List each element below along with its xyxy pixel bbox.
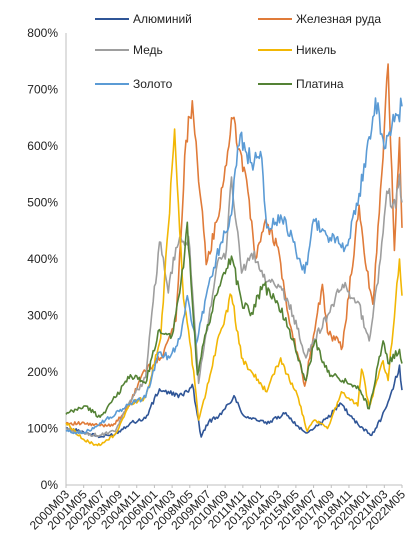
y-tick-label: 100%: [27, 422, 58, 436]
series-line: [65, 63, 403, 428]
y-tick-label: 500%: [27, 196, 58, 210]
legend-label: Алюминий: [133, 12, 192, 26]
series-layer: [65, 63, 403, 447]
y-tick-label: 300%: [27, 309, 58, 323]
y-tick-label: 400%: [27, 252, 58, 266]
axes: 0%100%200%300%400%500%600%700%800%2000M0…: [27, 26, 408, 533]
series-line: [65, 173, 403, 438]
legend-label: Платина: [296, 77, 344, 91]
y-tick-label: 800%: [27, 26, 58, 40]
legend-label: Медь: [133, 43, 163, 57]
y-tick-label: 200%: [27, 365, 58, 379]
series-line: [65, 128, 403, 447]
y-tick-label: 600%: [27, 139, 58, 153]
legend: Алюминий Железная руда Медь Никель Золото Пла…: [95, 12, 381, 91]
series-line: [65, 364, 403, 439]
y-tick-label: 700%: [27, 83, 58, 97]
y-tick-label: 0%: [41, 478, 59, 492]
series-line: [65, 221, 403, 418]
legend-label: Никель: [296, 43, 336, 57]
legend-label: Золото: [133, 77, 173, 91]
legend-label: Железная руда: [296, 12, 381, 26]
series-line: [65, 97, 403, 435]
